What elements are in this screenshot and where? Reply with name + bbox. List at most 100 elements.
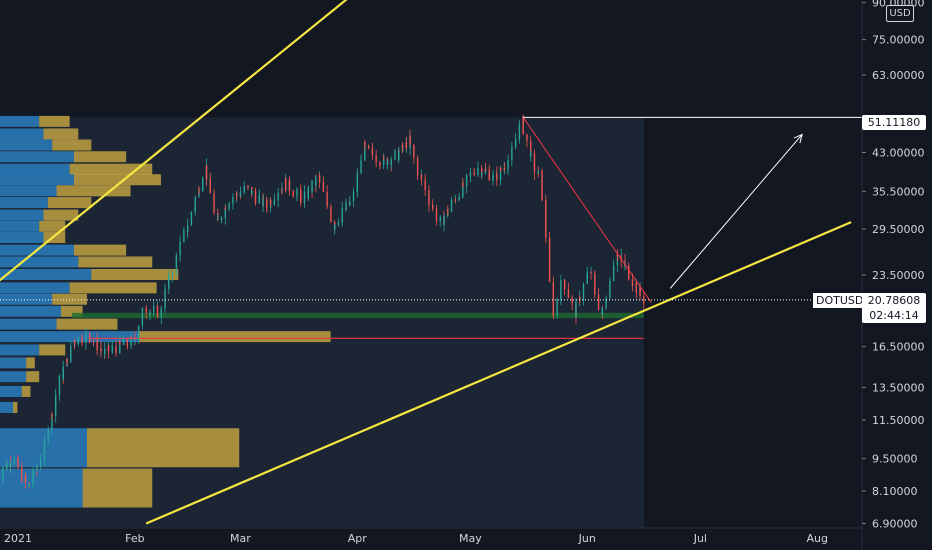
upper-channel-line[interactable] [0,0,470,284]
candle-body [88,332,91,337]
candle-body [518,124,521,139]
candle-body [213,193,215,207]
candle-body [439,216,441,221]
candle-body [326,196,328,207]
candle-body [530,140,532,157]
candle-body [609,283,611,298]
candle-body [473,174,475,175]
price-tick-label: 23.50000 [872,269,925,282]
candle-body [382,157,385,159]
volume-profile-sell-bar [91,269,179,280]
candle-body [122,338,125,345]
candle-body [5,462,8,470]
candle-body [601,307,604,315]
high-price-label: 51.11180 [862,115,926,130]
time-axis[interactable]: 2021 Feb Mar Apr May Jun Jul Aug [4,532,828,545]
price-tick-label: 75.00000 [872,34,925,47]
projection-arrow-line[interactable] [669,134,803,289]
candle-body [537,170,539,174]
price-tick-label: 90.00000 [872,0,925,10]
candle-body [499,168,502,180]
candle-body [514,139,517,145]
time-tick-label: May [459,532,482,545]
volume-profile-buy-bar [0,468,83,508]
trendlines[interactable] [0,0,889,525]
volume-profile-buy-bar [0,282,70,294]
candle-body [356,173,358,179]
volume-profile-buy-bar [0,401,14,413]
volume-profile-buy-bar [0,174,74,186]
candle-body [171,272,174,276]
volume-profile-sell-bar [78,256,153,268]
candle-body [556,303,558,316]
candle-body [597,294,600,306]
volume-profile-buy-bar [0,151,74,163]
candle-body [175,255,178,260]
candle-body [251,190,253,195]
volume-profile-sell-bar [39,344,66,356]
candle-body [269,200,272,204]
price-tick-label: 63.00000 [872,69,925,82]
price-tick-label: 11.50000 [872,414,925,427]
candle-body [609,280,611,284]
candle-body [349,200,351,206]
last-price-value: 20.78608 [867,294,921,307]
candle-body [149,311,151,315]
candle-body [17,458,19,468]
candle-body [13,460,15,464]
candle-body [39,459,42,465]
candle-body [341,208,343,215]
volume-profile-sell-bar [21,385,31,397]
volume-profile-buy-bar [0,305,61,317]
candle-body [454,199,457,201]
candle-body [496,172,498,180]
candle-body [409,135,411,145]
support-zone [72,312,644,319]
candle-body [43,446,46,460]
candle-body [552,315,555,316]
candle-body [631,283,634,286]
candle-body [605,304,607,308]
volume-profile-buy-bar [0,163,70,175]
candle-body [405,142,408,149]
bar-countdown: 02:44:14 [869,309,919,322]
volume-profile-buy-bar [0,256,79,268]
currency-badge[interactable]: USD [886,5,914,22]
price-tick-label: 13.50000 [872,381,925,394]
volume-profile-sell-bar [43,209,79,221]
candle-body [266,207,268,208]
candle-body [545,211,547,238]
volume-profile-sell-bar [47,197,92,209]
candle-body [168,274,170,286]
candle-body [85,332,87,334]
candle-body [277,192,279,196]
volume-profile-sell-bar [26,357,35,369]
candle-body [209,178,211,194]
candle-body [160,310,162,318]
candle-body [469,172,472,176]
candle-body [81,342,83,344]
candle-body [432,206,434,209]
time-tick-label: Apr [348,532,368,545]
candle-body [424,179,426,187]
descending-resistance-line[interactable] [522,117,652,303]
candle-body [73,340,76,344]
lower-channel-line[interactable] [145,221,852,525]
volume-profile-buy-bar [0,209,44,221]
candle-body [70,346,72,348]
candle-body [315,177,317,186]
candle-body [273,200,276,202]
volume-profile-buy-bar [0,428,87,468]
candle-body [413,144,415,150]
candle-body [345,202,347,210]
candle-body [582,283,585,294]
candle-body [605,297,607,305]
candle-body [239,192,242,197]
candle-body [58,387,61,396]
candle-body [628,265,630,268]
price-axis[interactable]: 90.00000 75.00000 63.00000 43.00000 35.50000… [862,0,925,531]
volume-profile-buy-bar [0,139,53,151]
candle-body [254,195,257,204]
